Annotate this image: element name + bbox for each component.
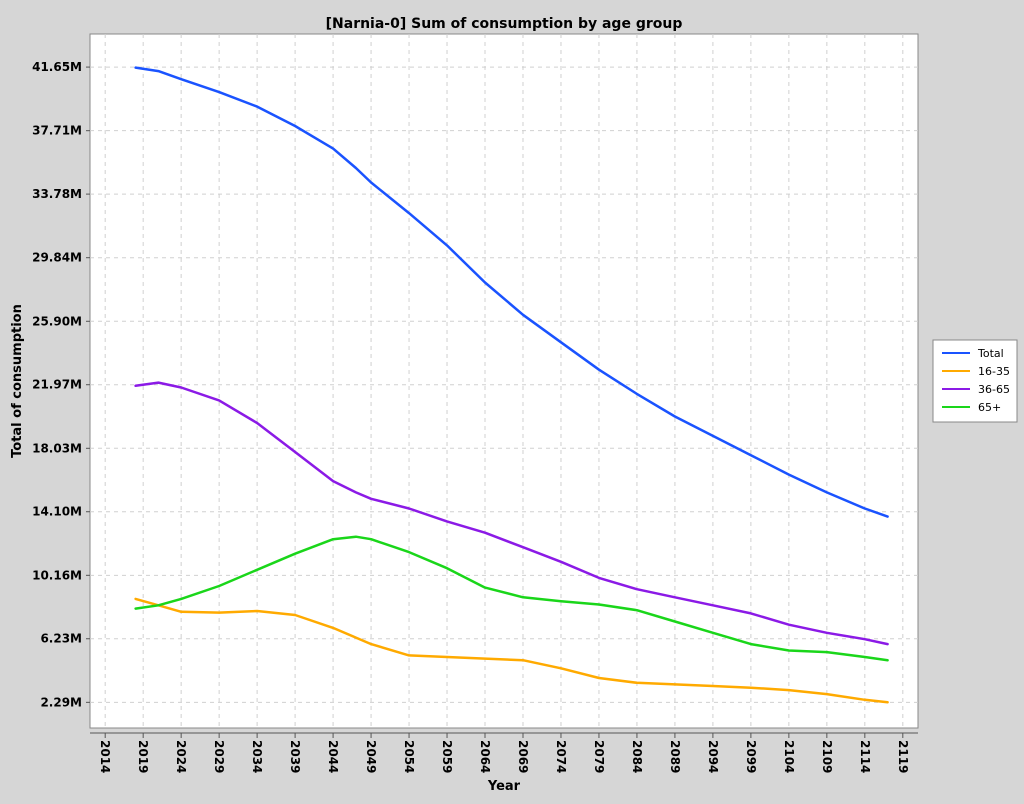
- y-axis-label: Total of consumption: [10, 304, 25, 458]
- series-lines: [134, 66, 889, 704]
- legend-label: 65+: [978, 401, 1001, 414]
- legend-label: Total: [977, 347, 1004, 360]
- y-tick-label: 14.10M: [32, 505, 82, 519]
- series-line-36-65: [134, 381, 889, 646]
- y-tick-label: 2.29M: [40, 695, 82, 709]
- x-tick-label: 2019: [136, 740, 150, 773]
- x-tick-label: 2024: [174, 740, 188, 773]
- y-tick-label: 29.84M: [32, 251, 82, 265]
- legend-label: 36-65: [978, 383, 1010, 396]
- legend-label: 16-35: [978, 365, 1010, 378]
- x-tick-label: 2079: [592, 740, 606, 773]
- y-tick-label: 21.97M: [32, 378, 82, 392]
- x-tick-label: 2109: [820, 740, 834, 773]
- x-tick-label: 2069: [516, 740, 530, 773]
- x-axis: 2014 2019 2024 2029 2034 2039 2044 2049 2054 2059…: [90, 732, 918, 773]
- y-tick-label: 37.71M: [32, 124, 82, 138]
- y-tick-label: 41.65M: [32, 60, 82, 74]
- x-tick-label: 2044: [326, 740, 340, 773]
- x-tick-label: 2049: [364, 740, 378, 773]
- y-tick-label: 25.90M: [32, 314, 82, 328]
- x-tick-label: 2084: [630, 740, 644, 773]
- series-line-16-35: [134, 597, 889, 704]
- x-tick-label: 2074: [554, 740, 568, 773]
- x-tick-label: 2029: [212, 740, 226, 773]
- x-tick-label: 2039: [288, 740, 302, 773]
- x-tick-label: 2089: [668, 740, 682, 773]
- y-tick-label: 33.78M: [32, 187, 82, 201]
- x-tick-label: 2119: [896, 740, 910, 773]
- x-tick-label: 2014: [98, 740, 112, 773]
- x-tick-label: 2099: [744, 740, 758, 773]
- x-tick-label: 2094: [706, 740, 720, 773]
- y-tick-label: 10.16M: [32, 568, 82, 582]
- x-tick-label: 2034: [250, 740, 264, 773]
- plot-area: [89, 33, 919, 729]
- x-axis-label: Year: [487, 779, 521, 794]
- chart-title: [Narnia-0] Sum of consumption by age gro…: [326, 16, 683, 32]
- series-line-65-: [134, 535, 889, 662]
- x-tick-label: 2064: [478, 740, 492, 773]
- series-line-total: [134, 66, 889, 518]
- x-tick-label: 2104: [782, 740, 796, 773]
- y-tick-label: 6.23M: [40, 632, 82, 646]
- y-tick-label: 18.03M: [32, 441, 82, 455]
- x-tick-label: 2054: [402, 740, 416, 773]
- legend: Total 16-35 36-65 65+: [932, 339, 1018, 423]
- x-tick-label: 2114: [858, 740, 872, 773]
- legend-box: [932, 339, 1018, 423]
- y-axis: 2.29M 6.23M 10.16M 14.10M 18.03M 21.97M 25.90M…: [32, 60, 90, 709]
- x-tick-label: 2059: [440, 740, 454, 773]
